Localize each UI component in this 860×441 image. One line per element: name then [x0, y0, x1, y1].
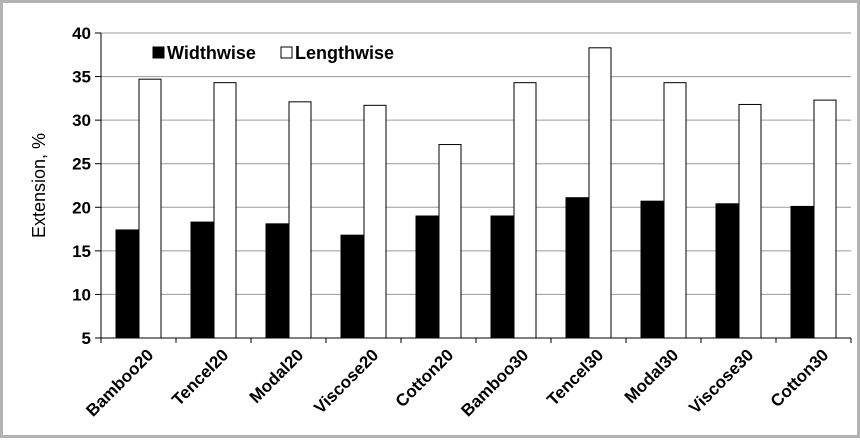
y-tick-labels: 5 10 15 20 25 30 35 40 — [72, 24, 91, 348]
x-tick-label: Tencel20 — [168, 345, 232, 409]
bar-lengthwise-modal30 — [663, 82, 687, 339]
x-tick-label: Modal30 — [621, 345, 683, 407]
bar-lengthwise-viscose30 — [738, 103, 762, 339]
y-tick-label: 5 — [82, 329, 91, 348]
bar-widthwise-viscose20 — [340, 234, 364, 339]
legend-swatch-lengthwise — [280, 46, 293, 59]
bar-widthwise-tencel20 — [190, 221, 214, 339]
x-tick-label: Bamboo30 — [457, 345, 532, 420]
bar-lengthwise-cotton30 — [813, 99, 837, 339]
bar-widthwise-bamboo30 — [490, 215, 514, 339]
x-tick-label: Viscose30 — [685, 345, 757, 417]
x-tick-label: Bamboo20 — [82, 345, 157, 420]
y-tick-label: 30 — [72, 111, 91, 130]
bar-lengthwise-viscose20 — [363, 104, 387, 339]
bar-lengthwise-bamboo20 — [138, 78, 162, 339]
bar-widthwise-modal20 — [265, 223, 289, 339]
x-tick-label: Viscose20 — [310, 345, 382, 417]
x-tick-label: Cotton20 — [392, 345, 458, 411]
y-tick-label: 15 — [72, 242, 91, 261]
bar-widthwise-cotton20 — [415, 215, 439, 339]
y-tick-label: 35 — [72, 68, 91, 87]
bar-lengthwise-tencel20 — [213, 82, 237, 339]
bar-lengthwise-modal20 — [288, 101, 312, 339]
bar-widthwise-cotton30 — [790, 205, 814, 339]
x-tick-label: Modal20 — [246, 345, 308, 407]
bar-lengthwise-tencel30 — [588, 47, 612, 339]
bar-widthwise-tencel30 — [565, 197, 589, 339]
bar-widthwise-bamboo20 — [115, 229, 139, 339]
bars — [115, 47, 837, 339]
y-tick-label: 40 — [72, 24, 91, 43]
bar-widthwise-viscose30 — [715, 203, 739, 339]
legend-label-lengthwise: Lengthwise — [295, 43, 394, 63]
bar-widthwise-modal30 — [640, 200, 664, 339]
x-tick-label: Tencel30 — [543, 345, 607, 409]
x-tick-labels: Bamboo20 Tencel20 Modal20 Viscose20 Cotton20… — [82, 345, 832, 420]
legend-swatch-widthwise — [152, 46, 165, 59]
bar-lengthwise-cotton20 — [438, 144, 462, 339]
legend: Widthwise Lengthwise — [152, 43, 394, 63]
y-tick-label: 20 — [72, 198, 91, 217]
legend-label-widthwise: Widthwise — [167, 43, 256, 63]
y-axis-label: Extension, % — [29, 133, 49, 238]
x-tick-label: Cotton30 — [767, 345, 833, 411]
axes — [95, 32, 852, 343]
y-tick-label: 25 — [72, 155, 91, 174]
bar-lengthwise-bamboo30 — [513, 82, 537, 339]
y-tick-label: 10 — [72, 285, 91, 304]
